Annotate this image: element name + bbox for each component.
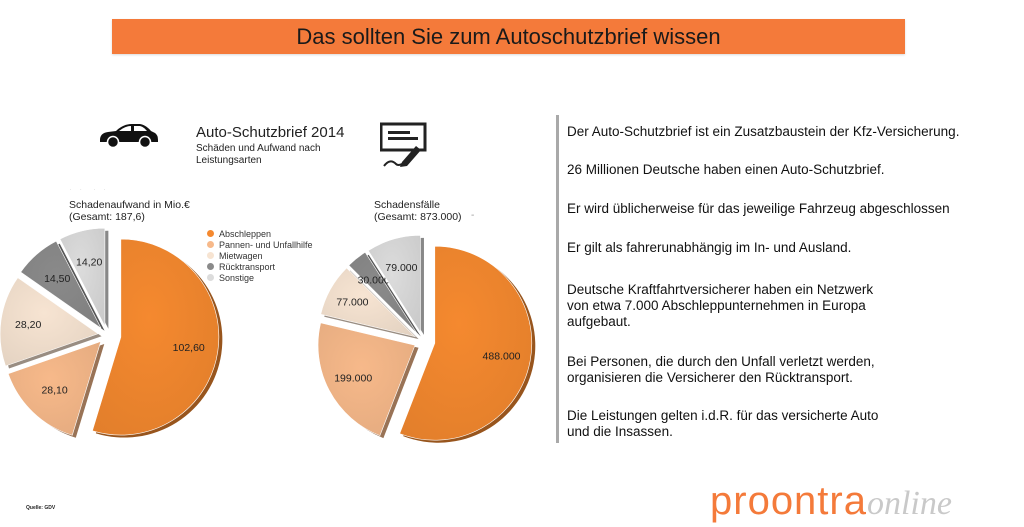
faint-marks: . . . . [70, 186, 108, 192]
fact-item: Deutsche Kraftfahrtversicherer haben ein… [567, 282, 1007, 330]
chart-1-title-line: Schadenaufwand in Mio.€ [69, 199, 190, 211]
fact-line: 26 Millionen Deutsche haben einen Auto-S… [567, 162, 885, 177]
source-note: Quelle: GDV [26, 505, 56, 511]
fact-line: organisieren die Versicherer den Rücktra… [567, 370, 853, 385]
info-title: Auto-Schutzbrief 2014 [196, 124, 345, 141]
car-icon [100, 124, 158, 149]
fact-line: Er wird üblicherweise für das jeweilige … [567, 201, 950, 216]
legend-label: Mietwagen [219, 250, 263, 261]
fact-item: Er wird üblicherweise für das jeweilige … [567, 201, 1007, 217]
page-title: Das sollten Sie zum Autoschutzbrief wiss… [112, 19, 905, 54]
legend-item: Sonstige [207, 272, 313, 283]
pie-data-label: 77.000 [336, 297, 368, 309]
pie-data-label: 28,20 [15, 319, 41, 331]
pie-slice [7, 341, 102, 436]
pie-slice [0, 277, 99, 367]
legend-item: Rücktransport [207, 261, 313, 272]
pie-slice [59, 227, 106, 327]
pie-data-label: 28,10 [41, 385, 67, 397]
info-subtitle: Schäden und Aufwand nach Leistungsarten [196, 143, 321, 166]
legend-swatch [207, 230, 214, 237]
pie-slice [317, 322, 416, 436]
pie-data-label: 30.000 [358, 275, 390, 287]
logo: proontraonline [710, 478, 952, 527]
pie-data-label: 14,50 [44, 273, 70, 285]
fact-line: Die Leistungen gelten i.d.R. für das ver… [567, 408, 879, 423]
chart-legend: Abschleppen Pannen- und Unfallhilfe Mietwa… [207, 228, 313, 283]
chart-2-title-line: Schadensfälle [374, 199, 440, 211]
pie-slice [399, 245, 533, 441]
legend-swatch [207, 274, 214, 281]
pie-slice [367, 235, 421, 334]
legend-item: Abschleppen [207, 228, 313, 239]
logo-brand: proontra [710, 479, 867, 523]
legend-label: Rücktransport [219, 261, 276, 272]
chart-2-title: Schadensfälle (Gesamt: 873.000) [374, 199, 462, 223]
decorative-mark: - [471, 210, 475, 221]
chart-1-title-line: (Gesamt: 187,6) [69, 211, 145, 223]
legend-label: Sonstige [219, 272, 255, 283]
fact-item: Er gilt als fahrerunabhängig im In- und … [567, 240, 1007, 256]
pie-data-label: 79.000 [385, 262, 417, 274]
pie-data-label: 199.000 [334, 373, 372, 385]
fact-line: Der Auto-Schutzbrief ist ein Zusatzbaust… [567, 124, 960, 139]
chart-2-title-line: (Gesamt: 873.000) [374, 211, 462, 223]
document-signature-icon [380, 122, 427, 167]
pie-slice [348, 251, 418, 335]
legend-label: Pannen- und Unfallhilfe [219, 239, 313, 250]
pie-data-label: 14,20 [76, 256, 102, 268]
fact-line: Deutsche Kraftfahrtversicherer haben ein… [567, 282, 874, 297]
pie-slice [320, 267, 417, 338]
pie-slice [20, 240, 102, 329]
legend-item: Mietwagen [207, 250, 313, 261]
pie-data-label: 488.000 [483, 351, 521, 363]
chart-1-title: Schadenaufwand in Mio.€ (Gesamt: 187,6) [69, 199, 190, 223]
fact-item: Die Leistungen gelten i.d.R. für das ver… [567, 408, 1007, 440]
legend-swatch [207, 241, 214, 248]
fact-line: und die Insassen. [567, 424, 673, 439]
fact-item: Der Auto-Schutzbrief ist ein Zusatzbaust… [567, 124, 1007, 140]
pie-slice [92, 238, 220, 436]
logo-suffix: online [866, 485, 952, 522]
fact-line: Er gilt als fahrerunabhängig im In- und … [567, 240, 852, 255]
legend-swatch [207, 252, 214, 259]
fact-line: Bei Personen, die durch den Unfall verle… [567, 354, 875, 369]
fact-item: Bei Personen, die durch den Unfall verle… [567, 354, 1007, 386]
fact-line: aufgebaut. [567, 314, 631, 329]
legend-label: Abschleppen [219, 228, 272, 239]
legend-item: Pannen- und Unfallhilfe [207, 239, 313, 250]
divider [556, 115, 559, 443]
fact-line: von etwa 7.000 Abschleppunternehmen in E… [567, 298, 866, 313]
legend-swatch [207, 263, 214, 270]
pie-data-label: 102,60 [173, 342, 205, 354]
fact-item: 26 Millionen Deutsche haben einen Auto-S… [567, 162, 1007, 178]
